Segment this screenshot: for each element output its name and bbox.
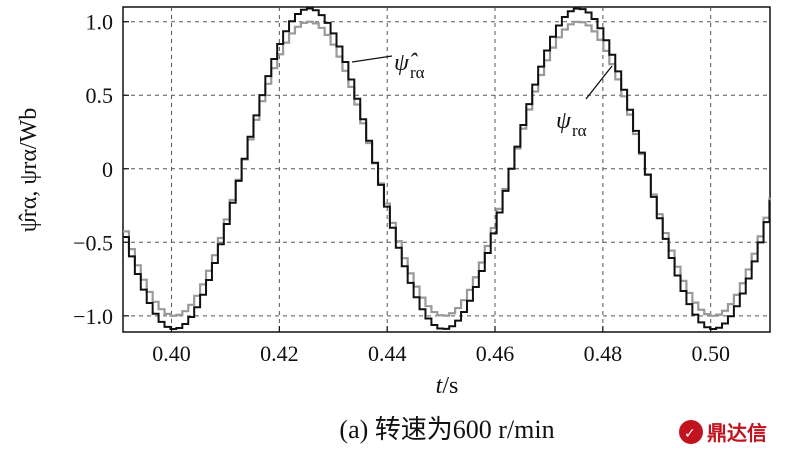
x-tick-label: 0.40 [152,341,191,366]
watermark-logo: ✓ 鼎达信 [679,420,767,445]
axis-ticks: 0.40 0.42 0.44 0.46 0.48 0.501.00.50−0.5−1.0 [73,10,730,366]
plot-frame [122,6,771,333]
series-layer [123,7,771,331]
x-tick-label: 0.48 [584,341,623,366]
x-tick-label: 0.46 [476,341,515,366]
x-tick-label: 0.42 [260,341,299,366]
logo-mark-icon [679,420,703,444]
series-estimated-line [123,7,771,331]
x-tick-label: 0.50 [691,341,730,366]
x-axis-label-var: t [436,373,444,399]
y-tick-label: 0 [102,157,113,182]
y-tick-label: −0.5 [73,230,113,255]
logo-mark-glyph: ✓ [684,426,696,442]
annotation-leader-estimated [351,55,393,63]
x-axis-label-unit: /s [442,373,458,399]
x-tick-label: 0.44 [368,341,407,366]
figure-caption: (a) 转速为600 r/min [339,415,554,444]
annotation-leader-actual [585,65,613,100]
grid [123,7,770,332]
series-actual-line [123,20,771,317]
y-tick-label: −1.0 [73,304,113,329]
x-axis-label: t/s [436,373,459,399]
y-tick-label: 0.5 [86,83,114,108]
logo-text: 鼎达信 [707,421,767,445]
y-axis-label: ψ̂rα, ψrα/Wb [16,108,42,233]
annotation-actual-subscript: rα [572,121,587,140]
annotation-estimated-subscript: rα [410,63,425,82]
annotation-actual-symbol: ψ [556,108,572,134]
y-tick-label: 1.0 [86,10,114,35]
